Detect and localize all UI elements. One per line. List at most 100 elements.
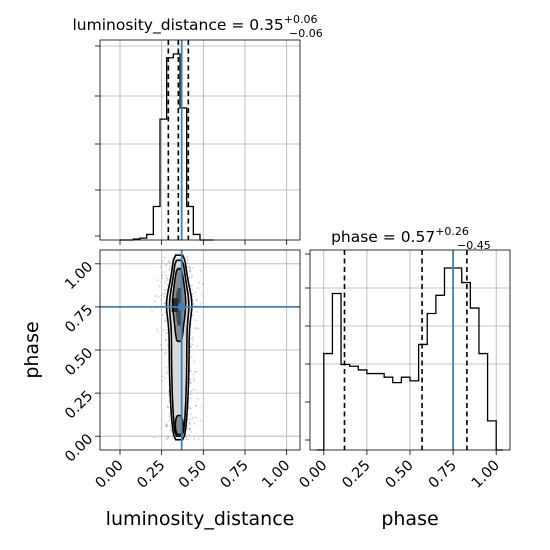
joint-sample-point: [170, 264, 172, 267]
phase-title-upper: +0.26: [435, 225, 469, 238]
joint-sample-point: [161, 274, 164, 277]
joint-sample-point: [200, 293, 203, 296]
joint-sample-point: [194, 291, 197, 294]
luminosity-distance-histogram-steps: [120, 53, 214, 241]
joint-sample-point: [192, 373, 195, 376]
contour-outer: [165, 254, 193, 441]
joint-sample-point: [195, 404, 198, 407]
joint-sample-point: [194, 416, 197, 419]
joint-sample-point: [164, 317, 167, 320]
joint-sample-point: [186, 258, 189, 261]
joint-sample-point: [167, 437, 170, 439]
joint-sample-point: [192, 302, 195, 305]
joint-sample-point: [188, 421, 191, 424]
phase-title-label: phase =: [331, 228, 401, 246]
phase-x-axis-label: phase: [381, 508, 438, 530]
joint-sample-point: [171, 437, 174, 440]
joint-sample-point: [170, 430, 173, 432]
joint-sample-point: [167, 259, 170, 262]
joint-sample-point: [193, 360, 196, 363]
luminosity-distance-title-upper: +0.06: [284, 13, 318, 26]
joint-sample-point: [163, 302, 166, 305]
joint-sample-point: [189, 381, 192, 384]
joint-sample-point: [162, 260, 164, 263]
joint-sample-point: [166, 277, 168, 280]
joint-sample-point: [194, 389, 197, 391]
joint-sample-point: [166, 283, 169, 286]
joint-sample-point: [167, 261, 170, 264]
phase-x-tick-label: 0.75: [426, 458, 460, 492]
joint-sample-point: [165, 372, 168, 374]
phase-quantile-lines: [343, 250, 468, 450]
phase-x-tick-label: 1.00: [469, 458, 503, 492]
joint-sample-point: [169, 260, 171, 263]
luminosity-distance-x-tick-labels: 0.00 0.25 0.50 0.75 1.00: [93, 458, 294, 492]
joint-sample-point: [166, 406, 169, 408]
phase-title: phase = 0.57+0.26: [331, 225, 469, 246]
joint-sample-point: [196, 344, 198, 347]
density-fill-peak-cell: [171, 298, 179, 313]
joint-sample-point: [165, 425, 168, 427]
luminosity-distance-histogram-ticks: [95, 45, 288, 245]
joint-sample-point: [166, 405, 169, 408]
joint-sample-point: [161, 277, 164, 280]
joint-sample-point: [165, 424, 168, 426]
phase-histogram-steps: [316, 267, 504, 451]
joint-sample-point: [154, 300, 156, 303]
joint-sample-point: [196, 310, 198, 313]
joint-sample-point: [161, 314, 164, 316]
joint-sample-point: [165, 279, 168, 281]
joint-sample-point: [194, 319, 197, 322]
joint-sample-point: [193, 379, 196, 382]
joint-sample-point: [191, 285, 193, 287]
joint-sample-point: [192, 416, 194, 419]
phase-y-tick-label: 1.00: [62, 259, 96, 293]
joint-sample-point: [169, 266, 171, 269]
joint-sample-point: [156, 279, 159, 281]
joint-density-panel: 0.00 0.25 0.50 0.75 1.00 0.000.250.500.751.0…: [21, 249, 301, 530]
joint-sample-point: [197, 438, 200, 441]
contour-inner-upper: [171, 268, 187, 343]
joint-sample-point: [165, 438, 168, 441]
phase-y-tick-label: 0.25: [62, 388, 96, 422]
joint-sample-point: [195, 327, 198, 329]
joint-sample-point: [191, 388, 194, 391]
joint-sample-point: [199, 269, 202, 272]
joint-sample-point: [195, 371, 197, 373]
joint-sample-point: [163, 281, 166, 284]
joint-sample-point: [191, 338, 194, 341]
phase-title-median: 0.57: [401, 228, 436, 246]
joint-sample-point: [160, 348, 163, 351]
joint-sample-point: [164, 274, 167, 276]
phase-histogram-ticks: [305, 253, 497, 455]
phase-x-tick-label: 0.50: [383, 458, 417, 492]
joint-sample-point: [171, 256, 174, 259]
joint-density-truth-marker: [178, 303, 186, 311]
joint-sample-point: [164, 339, 167, 342]
joint-sample-point: [193, 437, 196, 440]
joint-sample-point: [190, 276, 193, 279]
luminosity-distance-histogram-frame: [99, 39, 301, 241]
joint-sample-point: [191, 274, 194, 277]
joint-sample-point: [190, 345, 193, 348]
luminosity-distance-title-label: luminosity_distance =: [73, 16, 250, 35]
joint-sample-point: [188, 421, 191, 424]
joint-sample-point: [196, 287, 199, 289]
joint-sample-point: [191, 292, 194, 295]
joint-sample-point: [191, 336, 194, 339]
phase-y-axis-label: phase: [21, 321, 43, 378]
phase-x-tick-label: 0.00: [296, 458, 330, 492]
joint-sample-point: [162, 329, 165, 332]
joint-sample-point: [190, 390, 192, 393]
joint-sample-point: [189, 382, 192, 385]
joint-sample-point: [200, 419, 202, 422]
joint-sample-point: [198, 281, 201, 284]
joint-sample-point: [163, 292, 166, 295]
joint-sample-point: [164, 377, 167, 380]
luminosity-distance-x-axis-label: luminosity_distance: [106, 508, 295, 530]
joint-sample-point: [201, 283, 204, 286]
luminosity-distance-x-tick-label: 0.50: [176, 458, 210, 492]
joint-sample-point: [164, 289, 167, 291]
joint-sample-point: [196, 298, 199, 300]
